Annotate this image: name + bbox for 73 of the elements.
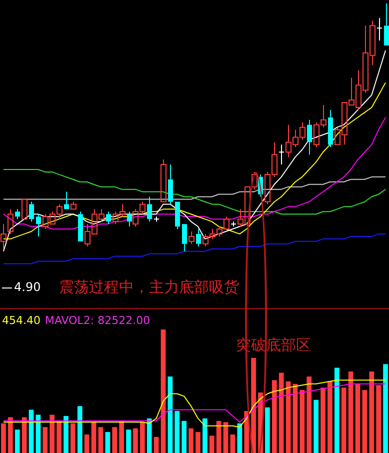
bar <box>77 406 82 453</box>
bar <box>133 428 138 453</box>
bar <box>56 420 62 453</box>
candlestick <box>328 109 333 148</box>
text: 震荡过程中，主力底部吸货 <box>59 278 239 296</box>
bar <box>334 368 340 453</box>
candlestick <box>29 201 34 222</box>
text: MAVOL2: 82522.00 <box>45 314 150 327</box>
bar <box>182 420 187 453</box>
bar <box>292 384 298 453</box>
bar <box>209 436 214 453</box>
bar <box>91 422 96 453</box>
candlestick <box>64 191 69 210</box>
candlestick <box>376 18 382 42</box>
bar <box>196 432 200 453</box>
bar <box>341 388 346 453</box>
bar <box>174 411 180 453</box>
bar <box>362 390 368 453</box>
candlestick <box>36 214 41 237</box>
candlestick <box>106 211 111 225</box>
bar <box>306 376 312 453</box>
candlestick <box>160 159 166 202</box>
bar <box>70 423 76 453</box>
bar <box>160 330 166 453</box>
bar <box>383 364 388 453</box>
bar <box>14 430 20 453</box>
bar <box>126 430 131 453</box>
bar <box>265 407 270 453</box>
bar <box>230 434 236 453</box>
bar <box>119 420 124 453</box>
bar <box>328 381 332 453</box>
candlestick <box>0 224 6 250</box>
bar <box>223 422 228 453</box>
bar <box>188 428 194 453</box>
text: 454.40 <box>2 314 40 327</box>
bar <box>278 372 284 453</box>
candlestick <box>175 202 180 230</box>
candlestick <box>182 224 187 252</box>
bar <box>42 427 48 453</box>
candlestick <box>168 164 173 205</box>
bar <box>140 422 145 453</box>
bar <box>376 385 382 453</box>
bar <box>300 390 305 453</box>
bar <box>286 381 291 453</box>
candlestick <box>384 2 389 46</box>
candlestick <box>278 144 284 166</box>
bar <box>50 414 55 453</box>
bar <box>146 418 152 453</box>
bar <box>320 388 326 453</box>
bar <box>272 380 277 453</box>
bar <box>168 376 173 453</box>
bar <box>251 358 256 453</box>
bar <box>1 423 6 453</box>
bar <box>348 372 354 453</box>
candlestick <box>147 196 152 222</box>
bar <box>105 432 110 453</box>
text: 4.90 <box>14 280 41 294</box>
candlestick <box>127 211 132 228</box>
bar <box>369 372 374 453</box>
candlestick <box>307 119 312 156</box>
candlestick <box>78 211 83 242</box>
bar <box>355 384 360 453</box>
bar <box>202 418 208 453</box>
candlestick <box>196 228 201 247</box>
bar <box>237 423 242 453</box>
bar <box>112 427 118 453</box>
bar <box>98 427 104 453</box>
bar <box>154 436 159 453</box>
candlestick <box>15 208 20 220</box>
bar <box>8 417 13 453</box>
bar <box>64 416 68 453</box>
bar <box>314 400 318 453</box>
bar <box>84 434 90 453</box>
